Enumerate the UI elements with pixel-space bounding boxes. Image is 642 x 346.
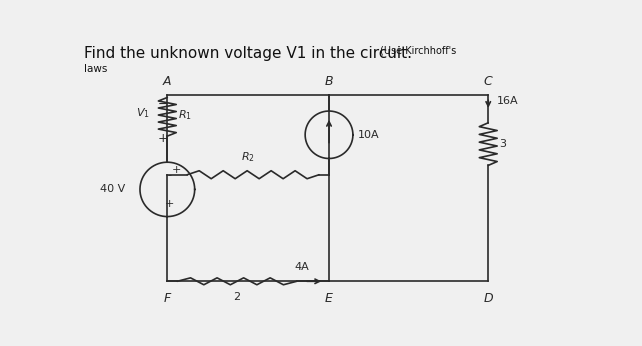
Text: $R_1$: $R_1$ (178, 109, 192, 122)
Text: Find the unknown voltage V1 in the circuit.: Find the unknown voltage V1 in the circu… (84, 46, 412, 61)
Text: $V_1$: $V_1$ (136, 106, 150, 120)
Text: +: + (171, 165, 180, 175)
Text: +: + (165, 199, 175, 209)
Text: 16A: 16A (497, 97, 519, 107)
Text: B: B (325, 75, 333, 88)
Text: (Use Kirchhoff's: (Use Kirchhoff's (380, 46, 456, 55)
Text: 2: 2 (234, 292, 241, 302)
Text: +: + (158, 132, 169, 145)
Text: 4A: 4A (294, 262, 309, 272)
Text: E: E (325, 292, 333, 305)
Text: F: F (164, 292, 171, 305)
Text: laws: laws (84, 64, 108, 74)
Text: D: D (483, 292, 493, 305)
Text: -: - (168, 170, 172, 180)
Text: 40 V: 40 V (100, 184, 125, 194)
Text: A: A (163, 75, 171, 88)
Text: $R_2$: $R_2$ (241, 150, 255, 164)
Text: −: − (158, 98, 169, 110)
Text: 3: 3 (499, 139, 506, 149)
Text: C: C (484, 75, 492, 88)
Text: 10A: 10A (358, 130, 379, 140)
